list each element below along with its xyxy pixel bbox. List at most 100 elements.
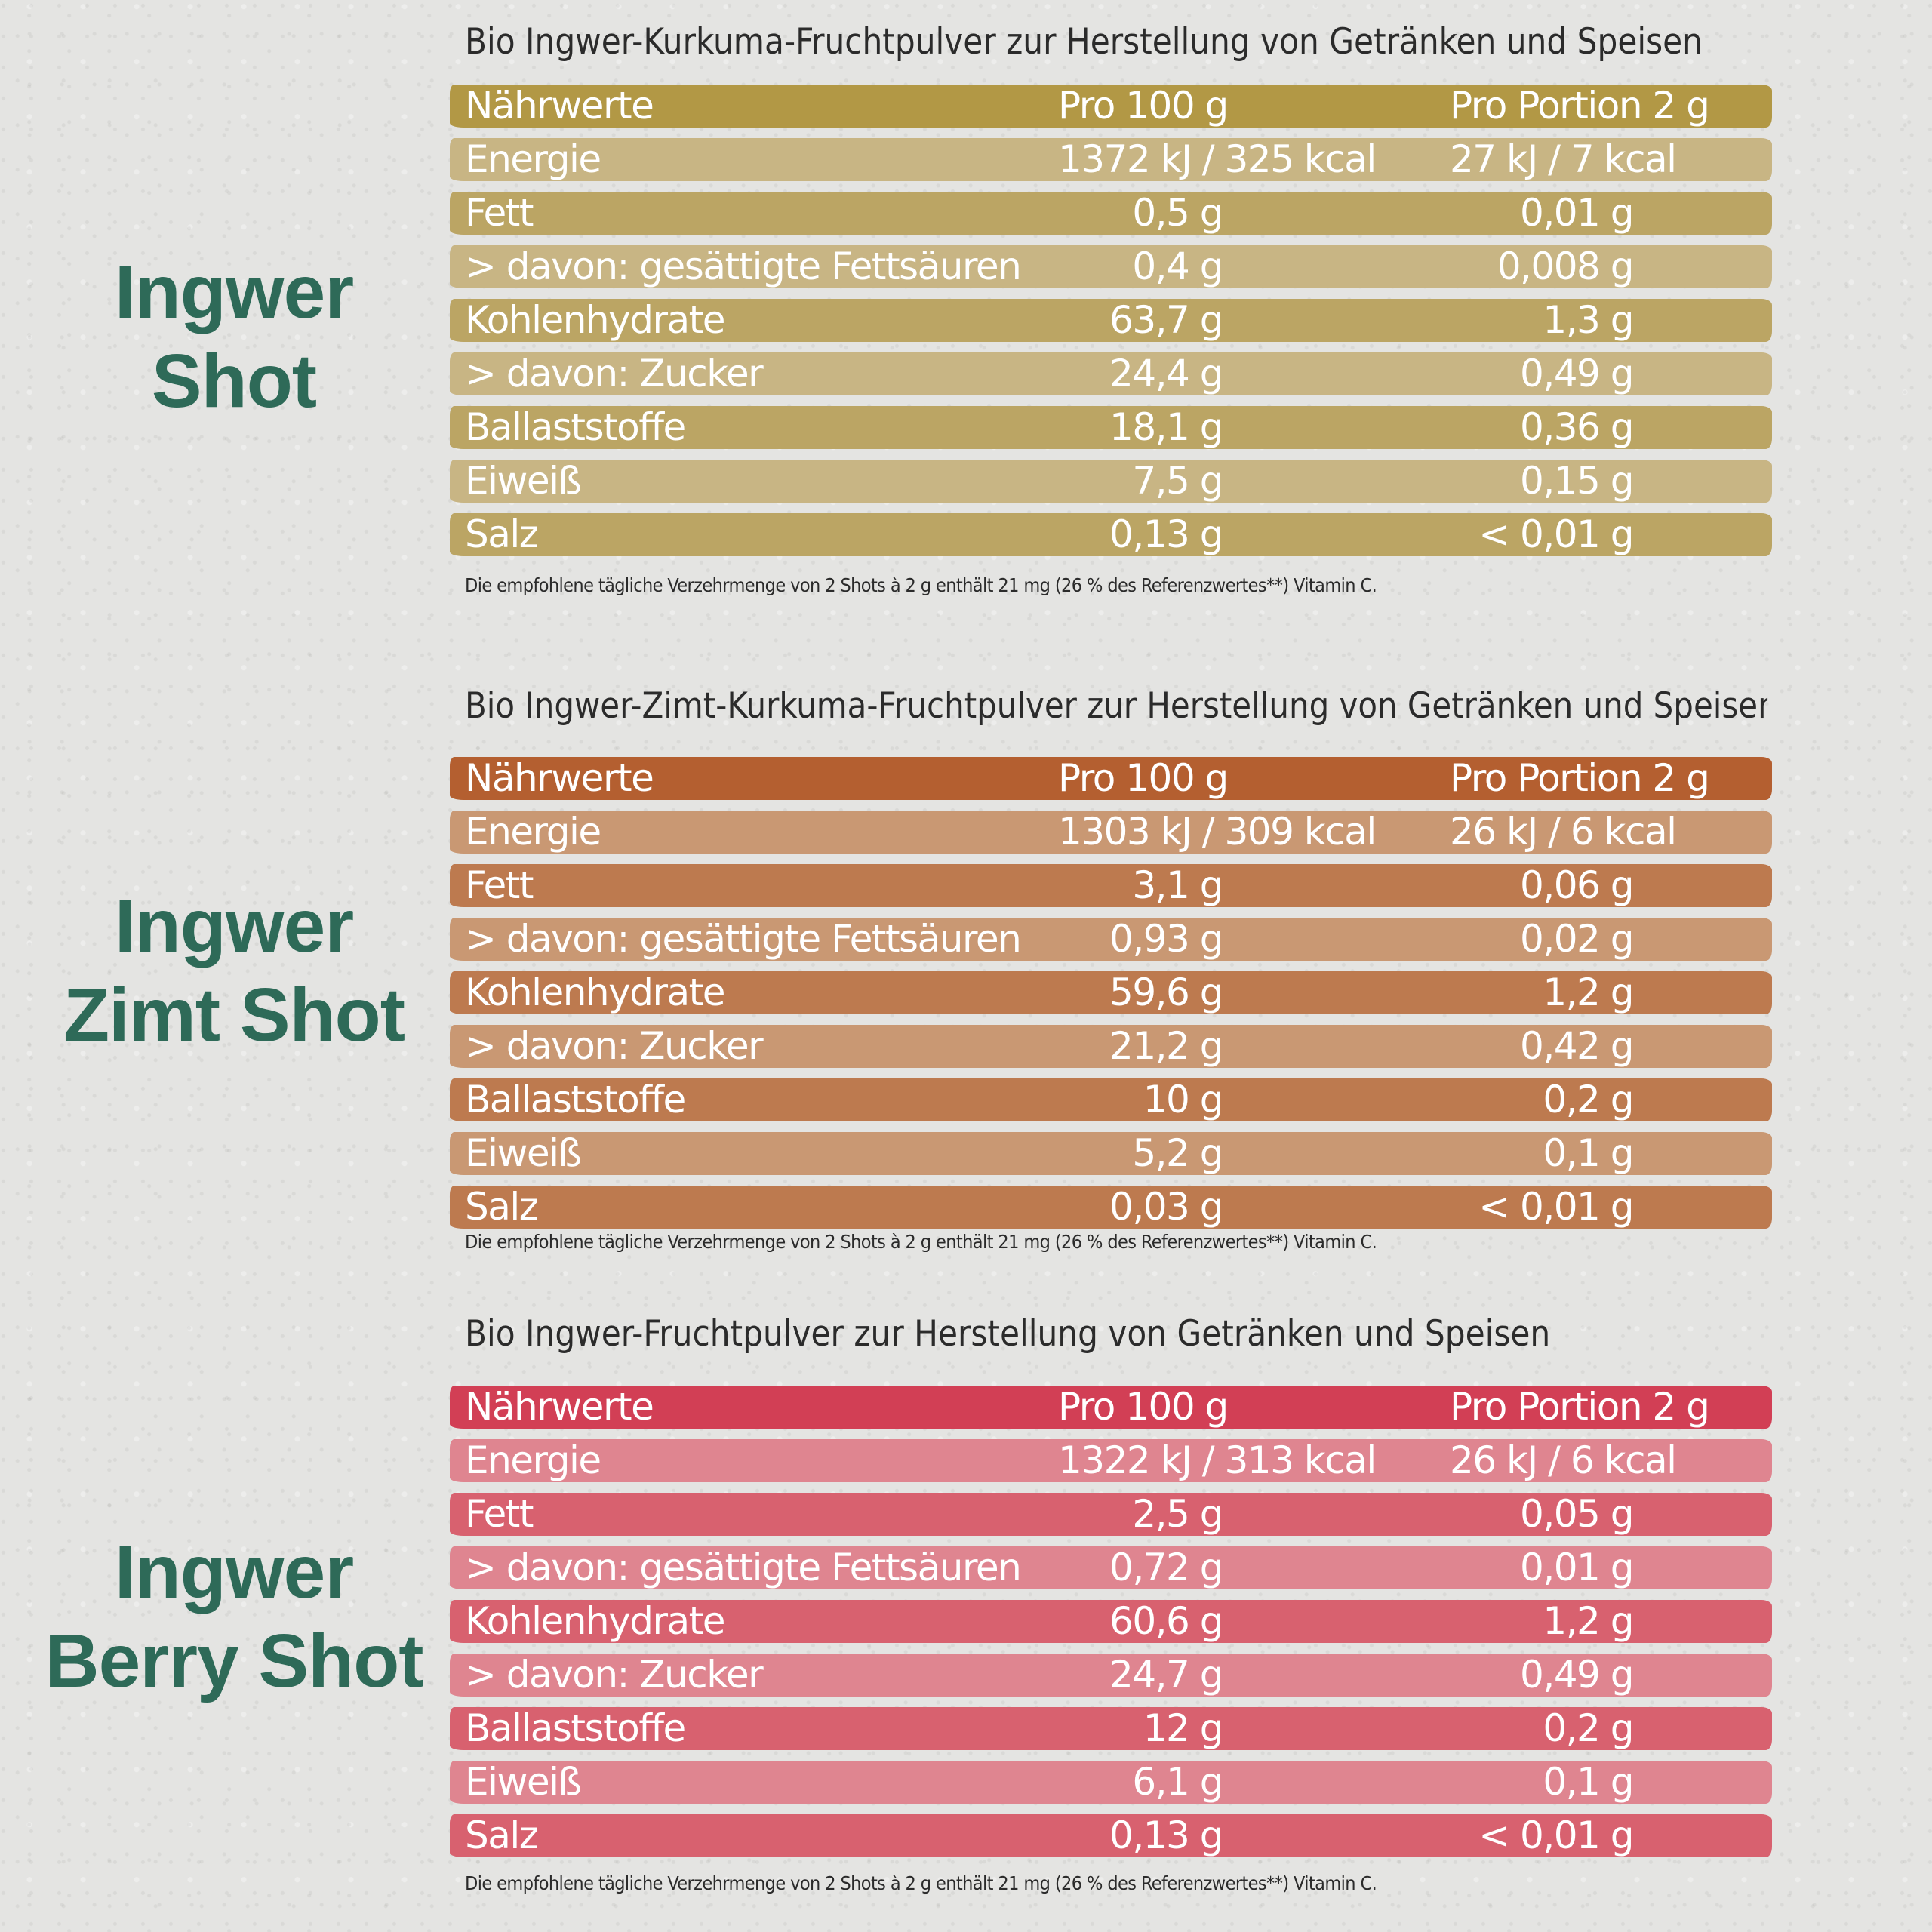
value-per-100g: 6,1 g	[1132, 1760, 1223, 1804]
table-title: Bio Ingwer-Fruchtpulver zur Herstellung …	[465, 1313, 1551, 1355]
value-per-portion: 0,01 g	[1520, 1546, 1634, 1589]
row-background	[450, 1546, 1772, 1589]
row-background	[450, 406, 1772, 449]
nutrient-name: Eiweiß	[465, 459, 582, 503]
value-per-portion: < 0,01 g	[1478, 1185, 1634, 1229]
table-row: Eiweiß 6,1 g 0,1 g	[450, 1753, 1772, 1807]
value-per-100g: 10 g	[1143, 1078, 1224, 1121]
table-row: Fett 2,5 g 0,05 g	[450, 1485, 1772, 1539]
table-row: > davon: gesättigte Fettsäuren 0,4 g 0,008…	[450, 238, 1772, 291]
table-row: Ballaststoffe 10 g 0,2 g	[450, 1071, 1772, 1124]
value-per-100g: 7,5 g	[1132, 459, 1223, 503]
row-background	[450, 971, 1772, 1014]
value-per-100g: 0,93 g	[1109, 917, 1223, 961]
row-background	[450, 299, 1772, 342]
table-row: Ballaststoffe 12 g 0,2 g	[450, 1700, 1772, 1753]
value-per-100g: 3,1 g	[1132, 863, 1223, 907]
nutrient-name: Ballaststoffe	[465, 405, 686, 449]
value-per-100g: 2,5 g	[1132, 1492, 1223, 1536]
value-per-portion: 0,1 g	[1543, 1131, 1634, 1175]
nutrient-name: Fett	[465, 191, 534, 235]
row-background	[450, 1493, 1772, 1536]
table-row: Kohlenhydrate 60,6 g 1,2 g	[450, 1592, 1772, 1646]
table-title: Bio Ingwer-Zimt-Kurkuma-Fruchtpulver zur…	[465, 685, 1768, 727]
table-row: Salz 0,03 g < 0,01 g	[450, 1178, 1772, 1232]
value-per-portion: 0,2 g	[1543, 1706, 1634, 1750]
product-name-line: Ingwer	[114, 250, 354, 334]
value-per-portion: 0,42 g	[1520, 1024, 1634, 1068]
row-background	[450, 85, 1772, 128]
value-per-portion: 0,2 g	[1543, 1078, 1634, 1121]
row-background	[450, 1025, 1772, 1068]
value-per-100g: 24,7 g	[1109, 1653, 1223, 1697]
value-per-portion: 0,15 g	[1520, 459, 1634, 503]
row-background	[450, 192, 1772, 235]
table-row: Energie 1303 kJ / 309 kcal 26 kJ / 6 kcal	[450, 803, 1772, 857]
row-background	[450, 864, 1772, 907]
nutrient-name: > davon: gesättigte Fettsäuren	[465, 245, 1022, 288]
table-row: Kohlenhydrate 63,7 g 1,3 g	[450, 291, 1772, 345]
table-row: > davon: Zucker 21,2 g 0,42 g	[450, 1017, 1772, 1071]
value-per-100g: Pro 100 g	[1058, 84, 1229, 128]
value-per-100g: 0,72 g	[1109, 1546, 1223, 1589]
value-per-portion: 0,008 g	[1497, 245, 1635, 288]
table-header-row: Nährwerte Pro 100 g Pro Portion 2 g	[450, 77, 1772, 131]
nutrient-name: Nährwerte	[465, 84, 654, 128]
nutrition-table: Nährwerte Pro 100 g Pro Portion 2 g Energie…	[450, 1378, 1772, 1860]
table-row: Energie 1372 kJ / 325 kcal 27 kJ / 7 kcal	[450, 131, 1772, 184]
row-background	[450, 1386, 1772, 1429]
value-per-100g: 0,5 g	[1132, 191, 1223, 235]
value-per-portion: Pro Portion 2 g	[1450, 84, 1710, 128]
footnote: Die empfohlene tägliche Verzehrmenge von…	[465, 574, 1377, 596]
table-row: Kohlenhydrate 59,6 g 1,2 g	[450, 964, 1772, 1017]
footnote: Die empfohlene tägliche Verzehrmenge von…	[465, 1872, 1377, 1894]
product-name: Ingwer Shot	[30, 248, 438, 426]
row-background	[450, 352, 1772, 395]
row-background	[450, 1439, 1772, 1482]
nutrient-name: Kohlenhydrate	[465, 971, 726, 1014]
value-per-100g: 0,03 g	[1109, 1185, 1223, 1229]
value-per-100g: 21,2 g	[1109, 1024, 1223, 1068]
value-per-100g: 0,13 g	[1109, 1814, 1223, 1857]
row-background	[450, 1600, 1772, 1643]
value-per-portion: 0,49 g	[1520, 1653, 1634, 1697]
table-row: Salz 0,13 g < 0,01 g	[450, 506, 1772, 559]
row-background	[450, 460, 1772, 503]
row-background	[450, 1761, 1772, 1804]
value-per-portion: < 0,01 g	[1478, 512, 1634, 556]
nutrient-name: Energie	[465, 810, 601, 854]
nutrient-name: Eiweiß	[465, 1760, 582, 1804]
value-per-portion: 0,01 g	[1520, 191, 1634, 235]
value-per-portion: < 0,01 g	[1478, 1814, 1634, 1857]
product-name-line: Ingwer	[114, 1530, 354, 1614]
nutrient-name: Energie	[465, 137, 601, 181]
table-title: Bio Ingwer-Kurkuma-Fruchtpulver zur Hers…	[465, 21, 1703, 63]
product-name-line: Shot	[151, 339, 317, 423]
product-name-line: Ingwer	[114, 884, 354, 968]
nutrient-name: Salz	[465, 1814, 539, 1857]
nutrient-name: Ballaststoffe	[465, 1706, 686, 1750]
nutrient-name: > davon: Zucker	[465, 352, 764, 395]
product-name: Ingwer Berry Shot	[30, 1527, 438, 1706]
nutrient-name: Kohlenhydrate	[465, 298, 726, 342]
nutrient-name: > davon: Zucker	[465, 1653, 764, 1697]
product-name-line: Berry Shot	[45, 1619, 423, 1703]
value-per-100g: 18,1 g	[1109, 405, 1223, 449]
nutrient-name: Kohlenhydrate	[465, 1599, 726, 1643]
value-per-100g: Pro 100 g	[1058, 1385, 1229, 1429]
row-background	[450, 811, 1772, 854]
footnote: Die empfohlene tägliche Verzehrmenge von…	[465, 1231, 1377, 1253]
nutrient-name: > davon: Zucker	[465, 1024, 764, 1068]
value-per-portion: 0,1 g	[1543, 1760, 1634, 1804]
value-per-portion: 26 kJ / 6 kcal	[1450, 1438, 1677, 1482]
nutrient-name: Energie	[465, 1438, 601, 1482]
table-row: Eiweiß 5,2 g 0,1 g	[450, 1124, 1772, 1178]
table-row: Eiweiß 7,5 g 0,15 g	[450, 452, 1772, 506]
nutrient-name: Eiweiß	[465, 1131, 582, 1175]
value-per-100g: 24,4 g	[1109, 352, 1223, 395]
nutrition-table: Nährwerte Pro 100 g Pro Portion 2 g Energie…	[450, 77, 1772, 559]
value-per-portion: 26 kJ / 6 kcal	[1450, 810, 1677, 854]
row-background	[450, 1078, 1772, 1121]
row-background	[450, 1814, 1772, 1857]
value-per-portion: 0,05 g	[1520, 1492, 1634, 1536]
